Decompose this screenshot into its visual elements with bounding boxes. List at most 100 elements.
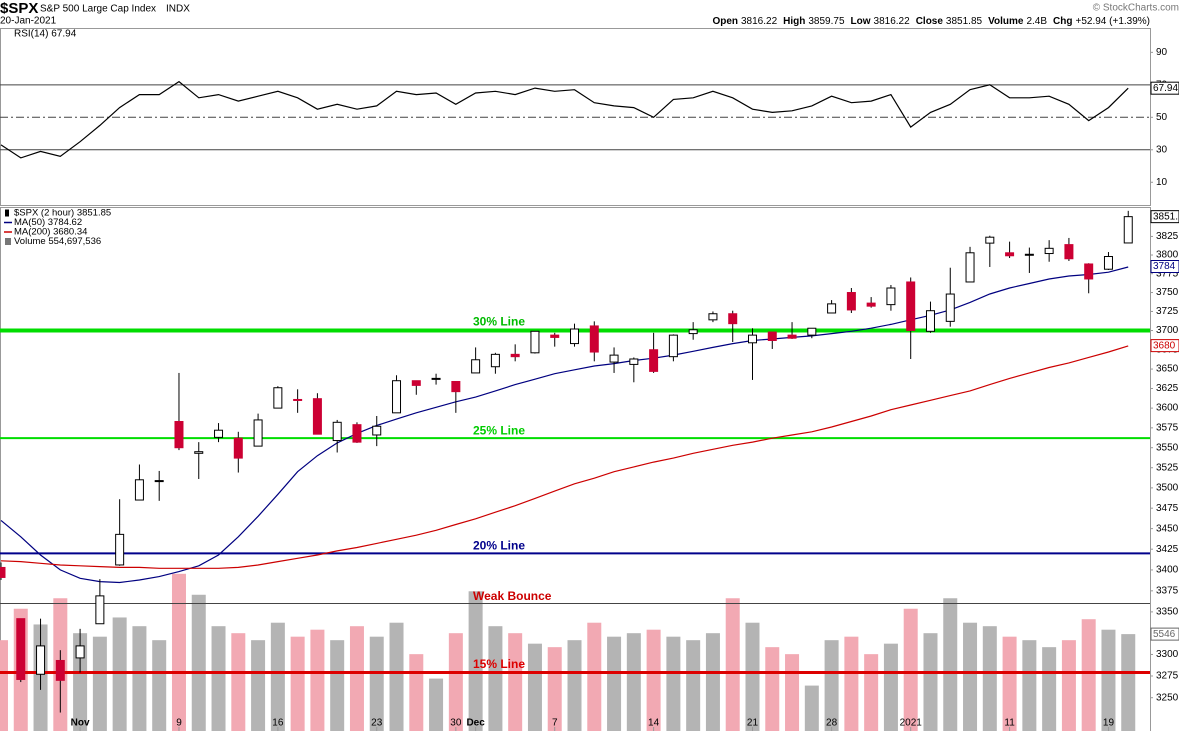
y-tick-label: 10 — [1156, 177, 1168, 188]
candle-body — [471, 359, 481, 374]
symbol: $SPX — [0, 0, 38, 17]
candle-body — [233, 437, 243, 459]
y-tick-label: 3400 — [1156, 565, 1179, 576]
y-tick-label: 3825 — [1156, 231, 1179, 242]
candle-body — [570, 328, 580, 345]
volume-bar — [587, 622, 602, 731]
volume-bar — [666, 636, 681, 731]
candle-body — [1084, 263, 1094, 280]
candle-body — [807, 327, 817, 336]
annotation-label: 20% Line — [473, 539, 525, 553]
y-tick-label: 3450 — [1156, 523, 1179, 534]
moving-average — [0, 266, 1129, 584]
y-tick-label: 3575 — [1156, 422, 1179, 433]
volume-bar — [349, 626, 364, 731]
value-tag — [1150, 210, 1179, 224]
candle-body — [728, 313, 738, 325]
volume-bar — [448, 633, 463, 731]
annotation-label: 30% Line — [473, 315, 525, 329]
quote-value: +52.94 (+1.39%) — [1076, 16, 1151, 27]
rsi-legend: RSI(14) 67.94 — [14, 29, 77, 40]
x-tick-label: Dec — [466, 718, 485, 729]
legend-swatch — [5, 209, 9, 217]
volume-bar — [508, 633, 523, 731]
volume-bar — [705, 633, 720, 731]
candle-body — [115, 533, 125, 566]
volume-bar — [547, 647, 562, 731]
y-tick-label: 3425 — [1156, 544, 1179, 555]
quote-label: Open — [712, 16, 738, 27]
copyright: © StockCharts.com — [1093, 3, 1179, 14]
candle-body — [332, 421, 342, 442]
y-tick-label: 3250 — [1156, 692, 1179, 703]
candle-body — [55, 659, 65, 681]
candle-body — [629, 358, 639, 365]
candle-body — [273, 387, 283, 409]
volume-bar — [725, 598, 740, 731]
value-tag-label: 3680 — [1153, 340, 1176, 351]
candle-body — [668, 334, 678, 358]
candle-body — [490, 353, 500, 368]
volume-bar — [864, 654, 879, 731]
volume-bar — [785, 654, 800, 731]
candle-body — [550, 334, 560, 338]
candle-body — [253, 419, 263, 447]
candle-body — [827, 303, 837, 314]
x-tick-label: 11 — [1004, 718, 1015, 729]
quote: Open 3816.22 High 3859.75 Low 3816.22 Close 385… — [712, 16, 1150, 27]
y-tick-label: 3350 — [1156, 607, 1179, 618]
volume-bar — [389, 622, 404, 731]
legend-entry: MA(200) 3680.34 — [14, 227, 87, 238]
candle-body — [906, 281, 916, 332]
volume-bar — [883, 643, 898, 731]
y-tick-label: 3750 — [1156, 287, 1179, 298]
volume-bar — [468, 591, 483, 731]
candle-body — [1005, 252, 1015, 257]
candle-body — [194, 451, 204, 454]
candle-body — [649, 349, 659, 372]
candle-body — [95, 595, 105, 625]
annotation-label: 15% Line — [473, 657, 525, 671]
x-tick-label: 28 — [826, 718, 838, 729]
quote-value: 3859.75 — [808, 16, 845, 27]
value-tag — [1150, 260, 1179, 274]
y-tick-label: 3500 — [1156, 483, 1179, 494]
candle-body — [312, 398, 322, 435]
volume-bar — [270, 622, 285, 731]
volume-bar — [1002, 636, 1017, 731]
x-tick-label: 14 — [648, 718, 660, 729]
candle-body — [708, 313, 718, 321]
candle-body — [36, 645, 46, 675]
annotation-label: Weak Bounce — [473, 589, 552, 603]
quote-value: 3816.22 — [741, 16, 778, 27]
rsi-line — [0, 80, 1129, 159]
y-tick-label: 3625 — [1156, 383, 1179, 394]
volume-bar — [488, 626, 503, 731]
quote-label: Volume — [988, 16, 1024, 27]
volume-bar — [804, 685, 819, 731]
x-tick-label: 23 — [371, 718, 383, 729]
quote-value: 3816.22 — [874, 16, 911, 27]
y-tick-label: 3475 — [1156, 503, 1179, 514]
value-tag — [1150, 339, 1179, 353]
moving-average — [0, 345, 1129, 569]
x-tick-label: 16 — [272, 718, 284, 729]
candle-body — [16, 618, 26, 680]
volume-bar — [1101, 629, 1116, 731]
exchange: INDX — [166, 4, 190, 15]
y-tick-label: 3775 — [1156, 268, 1179, 279]
panel-frame — [0, 207, 1151, 731]
volume-bar — [923, 633, 938, 731]
y-tick-label: 3700 — [1156, 325, 1179, 336]
x-tick-label: 19 — [1103, 718, 1115, 729]
legend-swatch — [5, 238, 11, 245]
volume-bar — [943, 598, 958, 731]
y-tick-label: 3725 — [1156, 306, 1179, 317]
candle-body — [886, 287, 896, 306]
legend-entry: MA(50) 3784.62 — [14, 217, 82, 228]
volume-bar — [844, 636, 859, 731]
quote-label: Close — [916, 16, 944, 27]
candle-body — [985, 236, 995, 244]
value-tag — [1150, 627, 1179, 641]
